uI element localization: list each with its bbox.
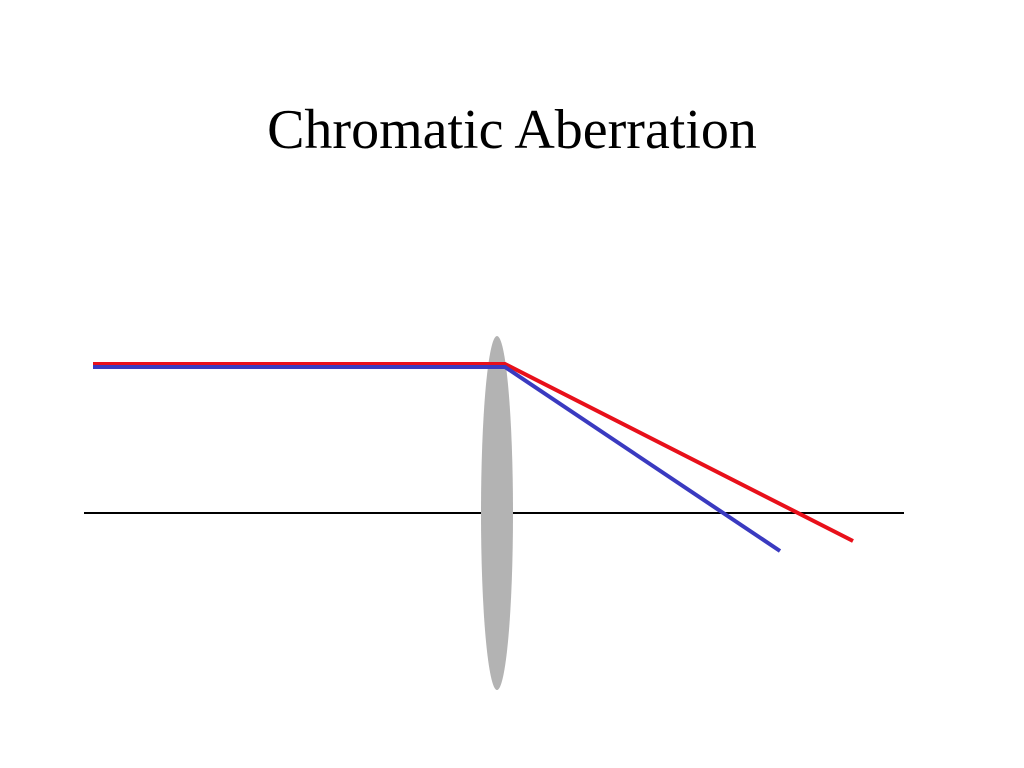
lens xyxy=(481,336,513,690)
red-ray xyxy=(93,362,854,543)
blue-ray xyxy=(93,365,782,553)
slide-title: Chromatic Aberration xyxy=(267,99,757,161)
